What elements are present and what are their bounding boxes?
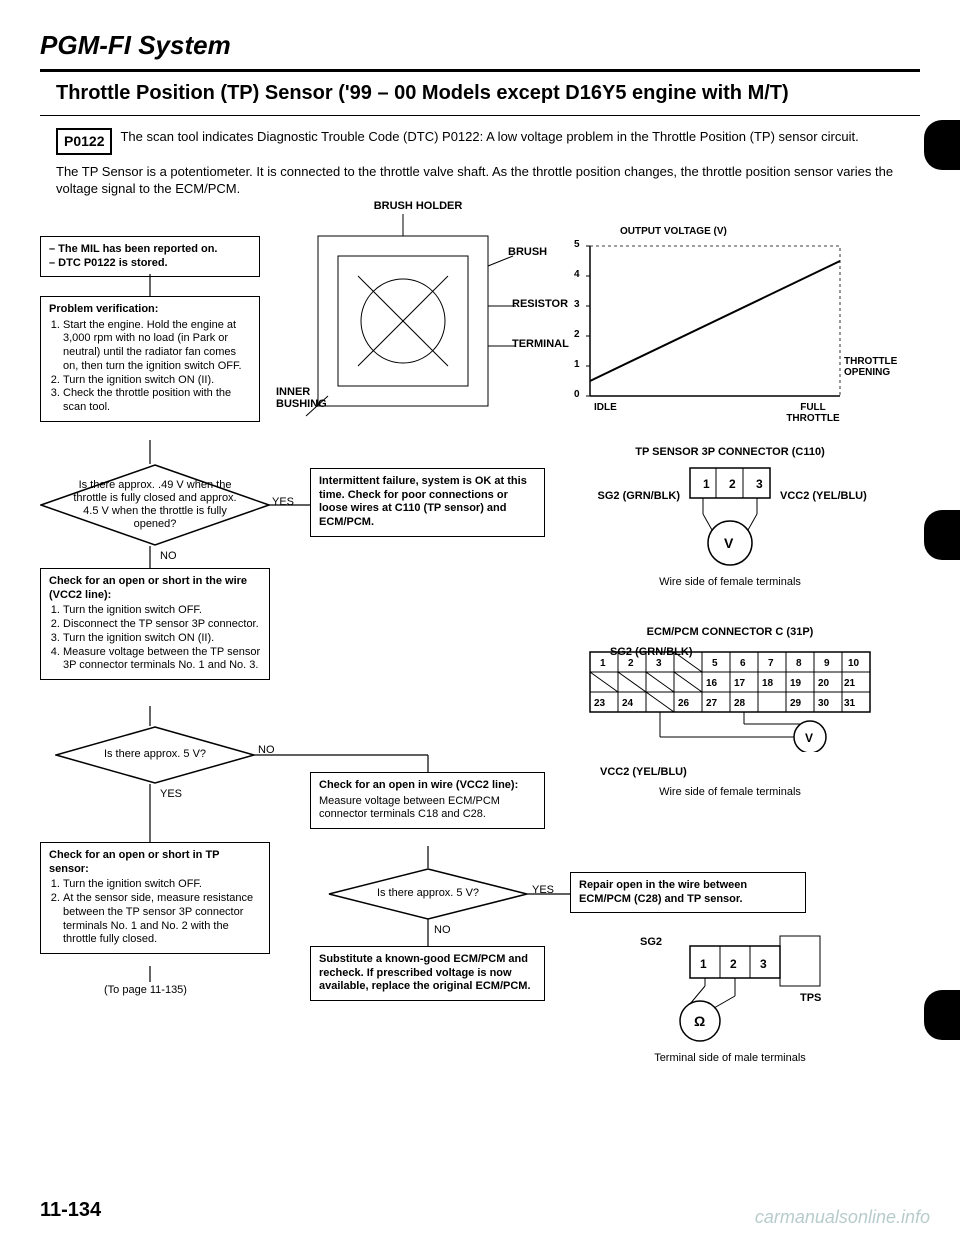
watermark: carmanualsonline.info	[755, 1207, 930, 1228]
svg-text:1: 1	[703, 477, 710, 491]
ecm-connector: ECM/PCM CONNECTOR C (31P) SG2 (GRN/BLK)	[580, 626, 880, 806]
svg-text:27: 27	[706, 698, 718, 709]
svg-text:7: 7	[768, 658, 774, 669]
svg-text:3: 3	[756, 477, 763, 491]
ecm-title: ECM/PCM CONNECTOR C (31P)	[580, 626, 880, 638]
svg-text:31: 31	[844, 698, 856, 709]
male-terminals: 1 2 3 Ω SG2 TPS Terminal side of male te…	[600, 926, 860, 1076]
tp3p-title: TP SENSOR 3P CONNECTOR (C110)	[580, 446, 880, 458]
system-title: PGM-FI System	[40, 30, 920, 61]
svg-text:2: 2	[730, 957, 737, 971]
svg-text:1: 1	[600, 658, 606, 669]
svg-text:9: 9	[824, 658, 830, 669]
svg-text:18: 18	[762, 678, 774, 689]
svg-text:3: 3	[760, 957, 767, 971]
male-right: TPS	[800, 992, 821, 1004]
male-caption: Terminal side of male terminals	[600, 1052, 860, 1064]
thumb-tab	[924, 990, 960, 1040]
svg-text:30: 30	[818, 698, 830, 709]
thumb-tab	[924, 510, 960, 560]
ytick: 3	[574, 299, 580, 310]
tp3p-caption: Wire side of female terminals	[580, 576, 880, 588]
svg-text:6: 6	[740, 658, 746, 669]
ecm-bottom: VCC2 (YEL/BLU)	[600, 766, 687, 778]
rule-top	[40, 69, 920, 72]
label-brush: BRUSH	[508, 246, 547, 258]
svg-text:5: 5	[712, 658, 718, 669]
svg-text:8: 8	[796, 658, 802, 669]
tp-3p-connector: TP SENSOR 3P CONNECTOR (C110) 1 2 3 V SG…	[580, 446, 880, 606]
svg-text:10: 10	[848, 658, 860, 669]
tp3p-right: VCC2 (YEL/BLU)	[780, 490, 867, 502]
svg-text:29: 29	[790, 698, 802, 709]
ecm-caption: Wire side of female terminals	[580, 786, 880, 798]
ecm-top: SG2 (GRN/BLK)	[610, 646, 693, 658]
svg-text:2: 2	[729, 477, 736, 491]
diagram-area: – The MIL has been reported on. – DTC P0…	[40, 206, 920, 1096]
chart-label-right: THROTTLE OPENING	[844, 356, 914, 378]
x-right: FULL THROTTLE	[778, 402, 848, 424]
svg-text:26: 26	[678, 698, 690, 709]
dtc-code: P0122	[56, 128, 112, 155]
ytick: 0	[574, 389, 580, 400]
svg-text:1: 1	[700, 957, 707, 971]
svg-text:16: 16	[706, 678, 718, 689]
male-left: SG2	[640, 936, 662, 948]
tp3p-left: SG2 (GRN/BLK)	[580, 490, 680, 502]
svg-text:V: V	[724, 535, 734, 551]
ytick: 4	[574, 269, 580, 280]
svg-text:19: 19	[790, 678, 802, 689]
rule-sub	[40, 115, 920, 116]
output-voltage-chart: OUTPUT VOLTAGE (V) 0 1 2 3 4 5 IDLE FULL…	[550, 226, 870, 426]
svg-text:20: 20	[818, 678, 830, 689]
page-number: 11-134	[40, 1199, 101, 1222]
dtc-desc: The scan tool indicates Diagnostic Troub…	[120, 128, 904, 155]
svg-text:21: 21	[844, 678, 856, 689]
thumb-tab	[924, 120, 960, 170]
svg-text:3: 3	[656, 658, 662, 669]
svg-text:17: 17	[734, 678, 746, 689]
svg-text:24: 24	[622, 698, 634, 709]
svg-text:Ω: Ω	[694, 1013, 705, 1029]
ytick: 5	[574, 239, 580, 250]
chart-title: OUTPUT VOLTAGE (V)	[620, 226, 727, 237]
ytick: 1	[574, 359, 580, 370]
label-brush-holder: BRUSH HOLDER	[358, 200, 478, 212]
intro-paragraph: The TP Sensor is a potentiometer. It is …	[56, 163, 904, 198]
section-title: Throttle Position (TP) Sensor ('99 – 00 …	[56, 82, 920, 105]
x-left: IDLE	[594, 402, 617, 413]
ytick: 2	[574, 329, 580, 340]
label-inner-bushing: INNER BUSHING	[276, 386, 336, 410]
svg-text:V: V	[805, 731, 813, 745]
svg-text:23: 23	[594, 698, 606, 709]
svg-text:2: 2	[628, 658, 634, 669]
svg-text:28: 28	[734, 698, 746, 709]
edge-tabs	[924, 30, 960, 1222]
